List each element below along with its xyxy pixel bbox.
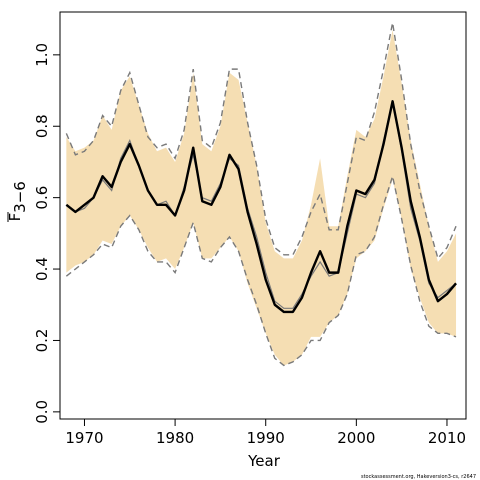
x-tick-label: 1970 <box>65 429 103 447</box>
series-lines-layer <box>65 22 457 367</box>
y-tick-label: 0.0 <box>33 400 51 424</box>
plot-frame <box>59 11 467 420</box>
credit-text: stockassessment.org, Hakeversion3-cs, r2… <box>361 474 476 480</box>
y-tick-label: 1.0 <box>33 43 51 67</box>
x-tick-label: 1990 <box>247 429 285 447</box>
estimate-line <box>65 100 457 314</box>
y-tick-label: 0.8 <box>33 114 51 138</box>
previous-upper-dashed-line <box>65 22 457 260</box>
confidence-band-layer <box>66 29 457 366</box>
x-axis-title: Year <box>247 452 281 470</box>
confidence-band <box>66 29 457 366</box>
y-tick-label: 0.2 <box>33 329 51 353</box>
x-axis: 1970 1980 1990 2000 2010 <box>65 419 466 447</box>
y-tick-label: 0.4 <box>33 257 51 281</box>
y-axis-title: F 3−6 <box>6 181 29 222</box>
y-axis-title-main: F <box>6 213 24 222</box>
y-tick-label: 0.6 <box>33 186 51 210</box>
previous-lower-dashed-line <box>65 173 457 367</box>
x-tick-label: 2000 <box>337 429 375 447</box>
x-tick-label: 2010 <box>428 429 466 447</box>
x-tick-label: 1980 <box>156 429 194 447</box>
y-axis-title-subscript: 3−6 <box>11 181 29 213</box>
y-axis: 0.0 0.2 0.4 0.6 0.8 1.0 <box>33 43 60 424</box>
